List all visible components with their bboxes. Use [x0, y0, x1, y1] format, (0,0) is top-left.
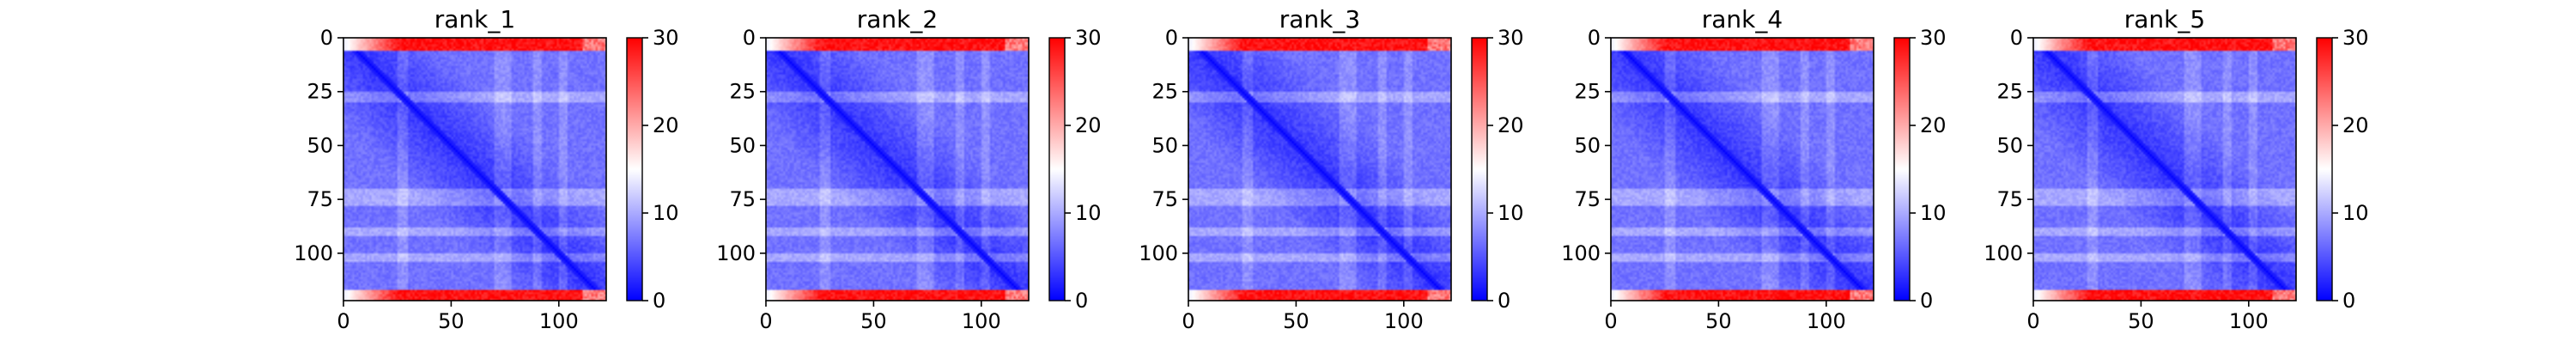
heatmap-image: [1611, 38, 1874, 301]
x-tick-label: 100: [539, 309, 579, 333]
y-tick-label: 25: [729, 80, 756, 104]
colorbar: [2316, 37, 2333, 301]
colorbar-tick-label: 10: [2342, 201, 2369, 225]
y-tick-label: 0: [1588, 26, 1601, 50]
y-tick-label: 0: [743, 26, 756, 50]
x-tick-label: 50: [2128, 309, 2154, 333]
y-tick-label: 50: [307, 133, 333, 157]
y-tick-label: 50: [1151, 133, 1178, 157]
panel-2: rank_2 0 50 100 0 25 50 75 100 0 10 20 30: [716, 5, 1101, 333]
panel-3: rank_3 0 50 100 0 25 50 75 100 0 10 20 30: [1139, 5, 1523, 333]
colorbar-tick-label: 30: [2342, 26, 2369, 50]
colorbar: [1048, 37, 1066, 301]
colorbar-tick-label: 10: [1498, 201, 1524, 225]
y-tick-label: 0: [320, 26, 333, 50]
y-tick-label: 25: [307, 80, 333, 104]
y-tick-label: 100: [1139, 241, 1178, 265]
panel-5: rank_5 0 50 100 0 25 50 75 100 0 10 20 30: [1984, 5, 2368, 333]
y-tick-label: 50: [1996, 133, 2023, 157]
colorbar-tick-label: 30: [1920, 26, 1947, 50]
y-tick-label: 100: [1984, 241, 2023, 265]
axes-frame: [1610, 37, 1874, 301]
x-tick-label: 100: [1807, 309, 1846, 333]
colorbar-tick-label: 0: [1075, 289, 1088, 313]
colorbar-tick-label: 10: [1075, 201, 1102, 225]
y-tick-label: 75: [1151, 187, 1178, 211]
x-tick-label: 0: [759, 309, 772, 333]
x-tick-label: 50: [1705, 309, 1732, 333]
x-tick-label: 50: [1283, 309, 1309, 333]
colorbar-tick-label: 30: [1075, 26, 1102, 50]
y-tick-label: 100: [716, 241, 756, 265]
colorbar-tick-label: 20: [1920, 113, 1947, 137]
y-tick-label: 0: [1165, 26, 1178, 50]
colorbar: [1893, 37, 1911, 301]
panel-title: rank_2: [857, 5, 938, 33]
x-tick-label: 0: [337, 309, 349, 333]
heatmap-image: [766, 38, 1029, 301]
colorbar: [626, 37, 643, 301]
colorbar-tick-label: 20: [653, 113, 679, 137]
colorbar-tick-label: 0: [1920, 289, 1933, 313]
x-tick-label: 0: [1604, 309, 1617, 333]
x-tick-label: 100: [1384, 309, 1424, 333]
panel-title: rank_5: [2124, 5, 2205, 33]
axes-frame: [343, 37, 607, 301]
heatmap-image: [2033, 38, 2296, 301]
colorbar: [1471, 37, 1488, 301]
colorbar-tick-label: 10: [1920, 201, 1947, 225]
panel-1: rank_1 0 50 100 0 25 50 75 100 0 10 20 30: [294, 5, 678, 333]
y-tick-label: 75: [729, 187, 756, 211]
y-tick-label: 50: [1574, 133, 1601, 157]
y-tick-label: 25: [1151, 80, 1178, 104]
x-tick-label: 50: [438, 309, 465, 333]
heatmap-image: [343, 38, 606, 301]
panel-title: rank_4: [1702, 5, 1783, 33]
y-tick-label: 75: [1996, 187, 2023, 211]
y-tick-label: 25: [1574, 80, 1601, 104]
panel-title: rank_1: [434, 5, 515, 33]
x-tick-label: 0: [1182, 309, 1194, 333]
axes-frame: [765, 37, 1030, 301]
colorbar-tick-label: 20: [1075, 113, 1102, 137]
x-tick-label: 100: [962, 309, 1001, 333]
heatmap-image: [1188, 38, 1451, 301]
y-tick-label: 75: [1574, 187, 1601, 211]
axes-frame: [1188, 37, 1452, 301]
y-tick-label: 0: [2010, 26, 2023, 50]
y-tick-label: 100: [294, 241, 333, 265]
colorbar-tick-label: 10: [653, 201, 679, 225]
x-tick-label: 0: [2026, 309, 2039, 333]
colorbar-tick-label: 20: [2342, 113, 2369, 137]
y-tick-label: 100: [1561, 241, 1601, 265]
colorbar-tick-label: 30: [653, 26, 679, 50]
y-tick-label: 25: [1996, 80, 2023, 104]
colorbar-tick-label: 0: [2342, 289, 2355, 313]
x-tick-label: 100: [2229, 309, 2269, 333]
axes-frame: [2032, 37, 2297, 301]
y-tick-label: 75: [307, 187, 333, 211]
colorbar-tick-label: 0: [1498, 289, 1510, 313]
panel-title: rank_3: [1279, 5, 1360, 33]
colorbar-tick-label: 0: [653, 289, 665, 313]
panel-4: rank_4 0 50 100 0 25 50 75 100 0 10 20 30: [1561, 5, 1946, 333]
colorbar-tick-label: 20: [1498, 113, 1524, 137]
y-tick-label: 50: [729, 133, 756, 157]
colorbar-tick-label: 30: [1498, 26, 1524, 50]
x-tick-label: 50: [860, 309, 887, 333]
